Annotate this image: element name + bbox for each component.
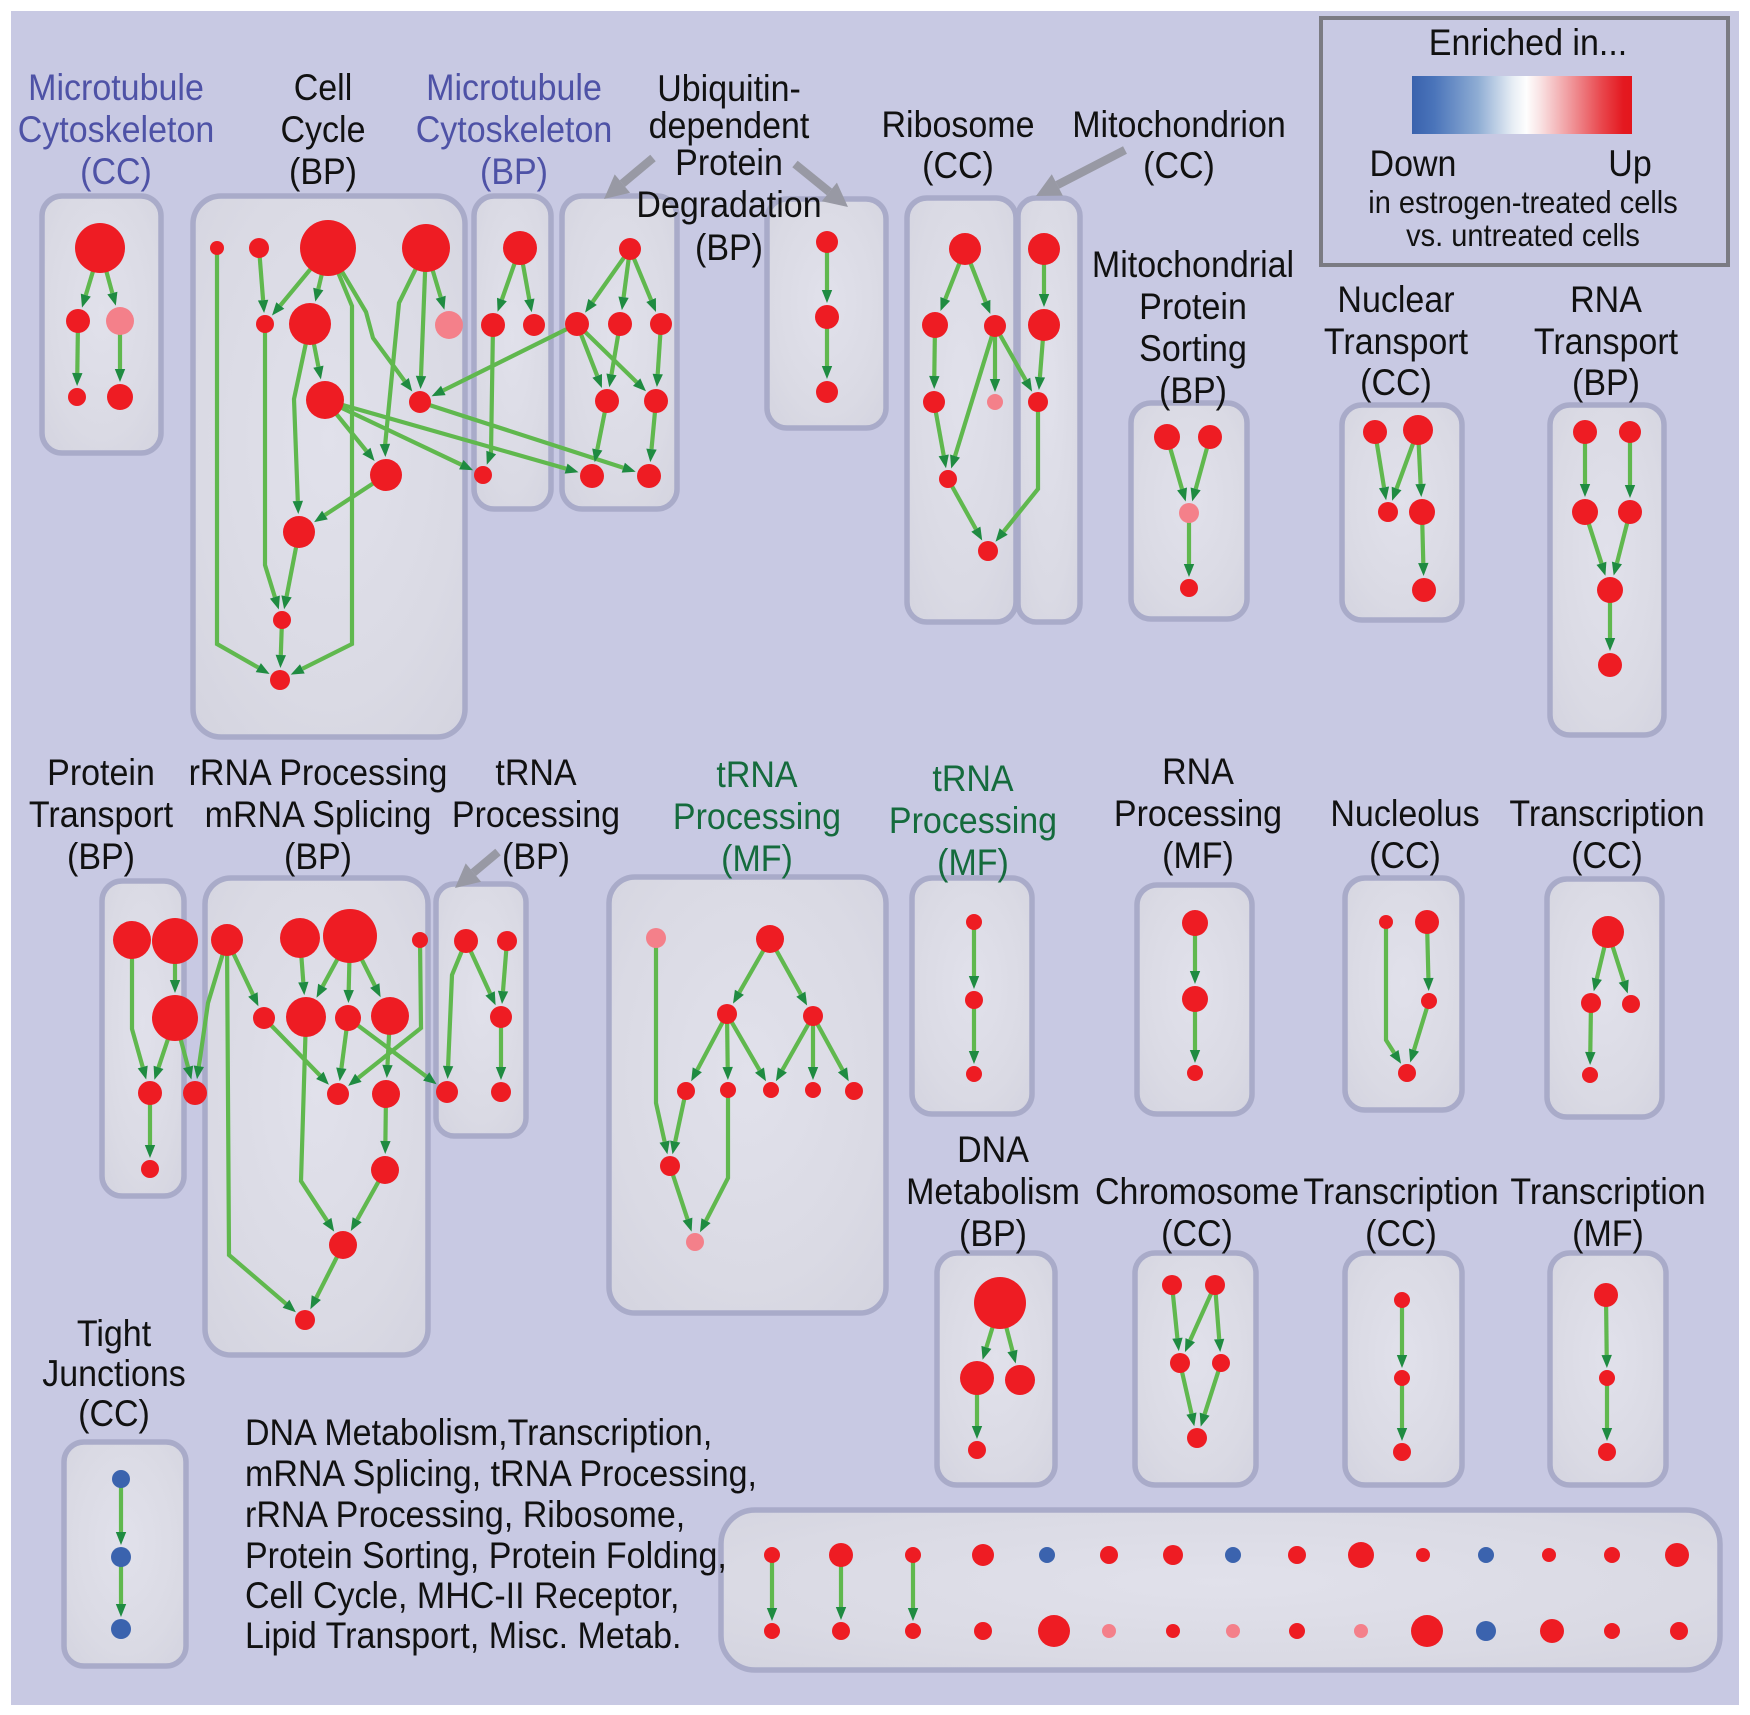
svg-text:Nucleolus: Nucleolus (1330, 793, 1479, 835)
svg-text:(BP): (BP) (289, 151, 357, 193)
svg-text:mRNA Splicing: mRNA Splicing (205, 794, 432, 836)
svg-text:(BP): (BP) (67, 836, 135, 878)
svg-text:(BP): (BP) (502, 836, 570, 878)
svg-text:(CC): (CC) (1143, 145, 1215, 187)
svg-text:Enriched in...: Enriched in... (1429, 22, 1627, 64)
svg-text:Cycle: Cycle (280, 109, 365, 151)
svg-text:Mitochondrial: Mitochondrial (1092, 244, 1294, 286)
svg-text:in estrogen-treated cells: in estrogen-treated cells (1368, 186, 1677, 220)
svg-text:Metabolism: Metabolism (906, 1171, 1080, 1213)
svg-text:(CC): (CC) (1369, 835, 1441, 877)
svg-text:Microtubule: Microtubule (426, 67, 602, 109)
svg-text:tRNA: tRNA (716, 754, 798, 796)
svg-text:Microtubule: Microtubule (28, 67, 204, 109)
svg-text:Transcription: Transcription (1303, 1171, 1498, 1213)
svg-text:Transport: Transport (1534, 321, 1678, 363)
svg-text:Cell Cycle, MHC-II Receptor,: Cell Cycle, MHC-II Receptor, (245, 1575, 679, 1617)
svg-text:(CC): (CC) (1571, 835, 1643, 877)
svg-text:tRNA: tRNA (932, 758, 1014, 800)
svg-text:Transcription: Transcription (1509, 793, 1704, 835)
svg-text:vs. untreated cells: vs. untreated cells (1406, 219, 1640, 253)
svg-text:Processing: Processing (452, 794, 620, 836)
svg-text:RNA: RNA (1570, 279, 1642, 321)
svg-text:(MF): (MF) (1162, 835, 1234, 877)
svg-text:Lipid Transport, Misc. Metab.: Lipid Transport, Misc. Metab. (245, 1615, 681, 1657)
svg-text:Cytoskeleton: Cytoskeleton (18, 109, 215, 151)
svg-text:Nuclear: Nuclear (1337, 279, 1454, 321)
svg-text:Transcription: Transcription (1510, 1171, 1705, 1213)
svg-text:(MF): (MF) (1572, 1213, 1644, 1255)
svg-text:Mitochondrion: Mitochondrion (1072, 104, 1286, 146)
svg-text:Cytoskeleton: Cytoskeleton (416, 109, 613, 151)
svg-text:(BP): (BP) (284, 836, 352, 878)
svg-text:mRNA Splicing, tRNA Processing: mRNA Splicing, tRNA Processing, (245, 1453, 757, 1495)
svg-text:(MF): (MF) (937, 842, 1009, 884)
svg-text:Transport: Transport (29, 794, 173, 836)
svg-text:Ubiquitin-: Ubiquitin- (657, 68, 801, 110)
svg-text:Processing: Processing (673, 796, 841, 838)
svg-text:rRNA Processing: rRNA Processing (189, 752, 448, 794)
svg-text:rRNA Processing, Ribosome,: rRNA Processing, Ribosome, (245, 1494, 685, 1536)
svg-text:(BP): (BP) (959, 1213, 1027, 1255)
svg-text:DNA: DNA (957, 1129, 1029, 1171)
svg-text:(CC): (CC) (1360, 362, 1432, 404)
svg-text:Up: Up (1608, 143, 1651, 185)
svg-text:Cell: Cell (294, 67, 353, 109)
svg-text:Junctions: Junctions (42, 1353, 186, 1395)
svg-text:Down: Down (1370, 143, 1457, 185)
svg-text:DNA Metabolism,Transcription,: DNA Metabolism,Transcription, (245, 1412, 712, 1454)
svg-text:Processing: Processing (1114, 793, 1282, 835)
svg-text:(CC): (CC) (80, 151, 152, 193)
svg-text:(CC): (CC) (922, 145, 994, 187)
svg-text:Ribosome: Ribosome (881, 104, 1034, 146)
svg-text:Chromosome: Chromosome (1095, 1171, 1299, 1213)
svg-text:(BP): (BP) (695, 227, 763, 269)
svg-text:Processing: Processing (889, 800, 1057, 842)
svg-text:(BP): (BP) (480, 151, 548, 193)
svg-text:Protein Sorting, Protein Foldi: Protein Sorting, Protein Folding, (245, 1535, 727, 1577)
svg-text:(BP): (BP) (1159, 370, 1227, 412)
svg-text:RNA: RNA (1162, 751, 1234, 793)
svg-text:tRNA: tRNA (495, 752, 577, 794)
svg-text:Protein: Protein (1139, 286, 1247, 328)
svg-text:Tight: Tight (77, 1313, 151, 1355)
svg-text:(CC): (CC) (78, 1393, 150, 1435)
svg-text:Protein: Protein (675, 142, 783, 184)
svg-text:(MF): (MF) (721, 838, 793, 880)
svg-text:(BP): (BP) (1572, 362, 1640, 404)
svg-text:dependent: dependent (649, 105, 810, 147)
svg-text:Transport: Transport (1324, 321, 1468, 363)
svg-text:(CC): (CC) (1161, 1213, 1233, 1255)
svg-text:Degradation: Degradation (636, 184, 821, 226)
svg-text:(CC): (CC) (1365, 1213, 1437, 1255)
svg-text:Sorting: Sorting (1139, 328, 1247, 370)
svg-text:Protein: Protein (47, 752, 155, 794)
